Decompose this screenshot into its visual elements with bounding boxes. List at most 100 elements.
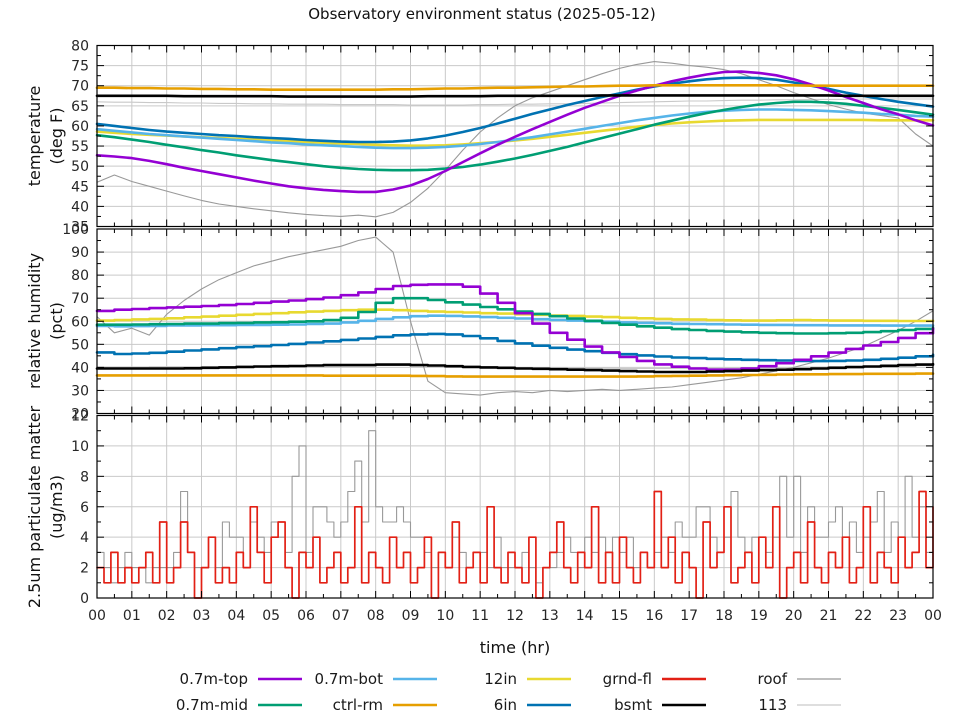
ytick-temperature-50: 50 xyxy=(71,159,89,175)
series-humidity-roof xyxy=(96,236,934,396)
xtick-2: 02 xyxy=(158,608,176,624)
series-humidity-12in xyxy=(95,308,935,323)
xtick-19: 19 xyxy=(750,608,768,624)
xtick-15: 15 xyxy=(611,608,629,624)
series-humidity-0.7m-top xyxy=(95,283,935,371)
series-temperature-6in xyxy=(95,76,935,144)
xtick-11: 11 xyxy=(471,608,489,624)
xtick-13: 13 xyxy=(541,608,559,624)
series-humidity-0.7m-mid xyxy=(95,296,935,335)
xtick-5: 05 xyxy=(262,608,280,624)
ytick-humidity-90: 90 xyxy=(71,245,89,261)
plot-generated: 3540455055606570758020304050607080901000… xyxy=(62,39,942,715)
xtick-7: 07 xyxy=(332,608,350,624)
legend-item-grnd-fl: grnd-fl xyxy=(603,670,706,688)
legend-label-bsmt: bsmt xyxy=(614,696,652,714)
legend-item-0.7m-mid: 0.7m-mid xyxy=(176,696,302,714)
xtick-16: 16 xyxy=(645,608,663,624)
xtick-17: 17 xyxy=(680,608,698,624)
series-humidity-bsmt xyxy=(95,362,935,374)
ytick-pm-8: 8 xyxy=(80,469,89,485)
ytick-temperature-65: 65 xyxy=(71,99,89,115)
ytick-pm-2: 2 xyxy=(80,561,89,577)
legend-item-ctrl-rm: ctrl-rm xyxy=(333,696,437,714)
legend-label-ctrl-rm: ctrl-rm xyxy=(333,696,383,714)
xtick-6: 06 xyxy=(297,608,315,624)
series-temperature-ctrl-rm xyxy=(95,84,935,91)
legend-item-0.7m-top: 0.7m-top xyxy=(180,670,302,688)
panel-humidity: 20 30 40 50 60 70 80 90 100 xyxy=(62,222,935,423)
ytick-humidity-30: 30 xyxy=(71,383,89,399)
series-humidity-0.7m-bot xyxy=(95,314,935,328)
ytick-temperature-55: 55 xyxy=(71,139,89,155)
xtick-3: 03 xyxy=(193,608,211,624)
xtick-0: 00 xyxy=(88,608,106,624)
ytick-humidity-50: 50 xyxy=(71,337,89,353)
ytick-temperature-75: 75 xyxy=(71,59,89,75)
ytick-humidity-80: 80 xyxy=(71,268,89,284)
y-axis-title-pm: 2.5um particulate matter xyxy=(25,405,44,608)
ytick-pm-6: 6 xyxy=(80,500,89,516)
series-temperature-0.7m-top xyxy=(95,70,935,194)
chart-title: Observatory environment status (2025-05-… xyxy=(308,5,656,23)
y-axis-title-temperature: temperature xyxy=(25,86,44,187)
ytick-temperature-60: 60 xyxy=(71,119,89,135)
series-temperature-0.7m-mid xyxy=(95,100,935,172)
series-temperature-bsmt xyxy=(95,94,935,98)
ytick-temperature-35: 35 xyxy=(71,220,89,236)
xtick-18: 18 xyxy=(715,608,733,624)
legend-item-6in: 6in xyxy=(494,696,571,714)
xtick-4: 04 xyxy=(227,608,245,624)
xtick-20: 20 xyxy=(785,608,803,624)
xtick-22: 22 xyxy=(854,608,872,624)
ytick-humidity-100: 100 xyxy=(62,222,89,238)
legend-item-0.7m-bot: 0.7m-bot xyxy=(315,670,437,688)
legend-label-113: 113 xyxy=(758,696,787,714)
legend-item-roof: roof xyxy=(758,670,841,688)
ytick-temperature-40: 40 xyxy=(71,199,89,215)
xtick-1: 01 xyxy=(123,608,141,624)
legend-item-113: 113 xyxy=(758,696,841,714)
series-temperature-113 xyxy=(96,98,934,106)
legend-label-0.7m-bot: 0.7m-bot xyxy=(315,670,384,688)
series-pm-grnd-fl xyxy=(96,490,934,599)
legend-label-roof: roof xyxy=(758,670,788,688)
xtick-24: 00 xyxy=(924,608,942,624)
ytick-temperature-45: 45 xyxy=(71,179,89,195)
ytick-humidity-20: 20 xyxy=(71,407,89,423)
x-axis-title: time (hr) xyxy=(480,638,550,657)
legend-label-grnd-fl: grnd-fl xyxy=(603,670,652,688)
y-axis-unit-pm: (ug/m3) xyxy=(47,475,66,539)
xtick-9: 09 xyxy=(402,608,420,624)
y-axis-unit-humidity: (pct) xyxy=(47,302,66,340)
legend-item-bsmt: bsmt xyxy=(614,696,706,714)
ytick-humidity-70: 70 xyxy=(71,291,89,307)
xtick-23: 23 xyxy=(889,608,907,624)
ytick-pm-12: 12 xyxy=(71,409,89,425)
legend-label-0.7m-top: 0.7m-top xyxy=(180,670,248,688)
ytick-humidity-40: 40 xyxy=(71,360,89,376)
xtick-14: 14 xyxy=(576,608,594,624)
ytick-humidity-60: 60 xyxy=(71,314,89,330)
series-humidity-ctrl-rm xyxy=(95,372,935,378)
xtick-10: 10 xyxy=(436,608,454,624)
xtick-12: 12 xyxy=(506,608,524,624)
series-temperature-roof xyxy=(96,61,934,218)
ytick-temperature-80: 80 xyxy=(71,39,89,55)
series-temperature-0.7m-bot xyxy=(95,108,935,150)
ytick-temperature-70: 70 xyxy=(71,79,89,95)
y-axis-unit-temperature: (deg F) xyxy=(47,108,66,165)
xtick-21: 21 xyxy=(820,608,838,624)
legend-label-6in: 6in xyxy=(494,696,517,714)
ytick-pm-4: 4 xyxy=(80,530,89,546)
y-axis-title-humidity: relative humidity xyxy=(25,253,44,389)
panel-temperature: 35 40 45 50 55 60 65 70 75 80 xyxy=(71,39,935,236)
ytick-pm-10: 10 xyxy=(71,439,89,455)
legend-label-0.7m-mid: 0.7m-mid xyxy=(176,696,248,714)
legend-item-12in: 12in xyxy=(484,670,571,688)
xtick-8: 08 xyxy=(367,608,385,624)
legend-label-12in: 12in xyxy=(484,670,517,688)
